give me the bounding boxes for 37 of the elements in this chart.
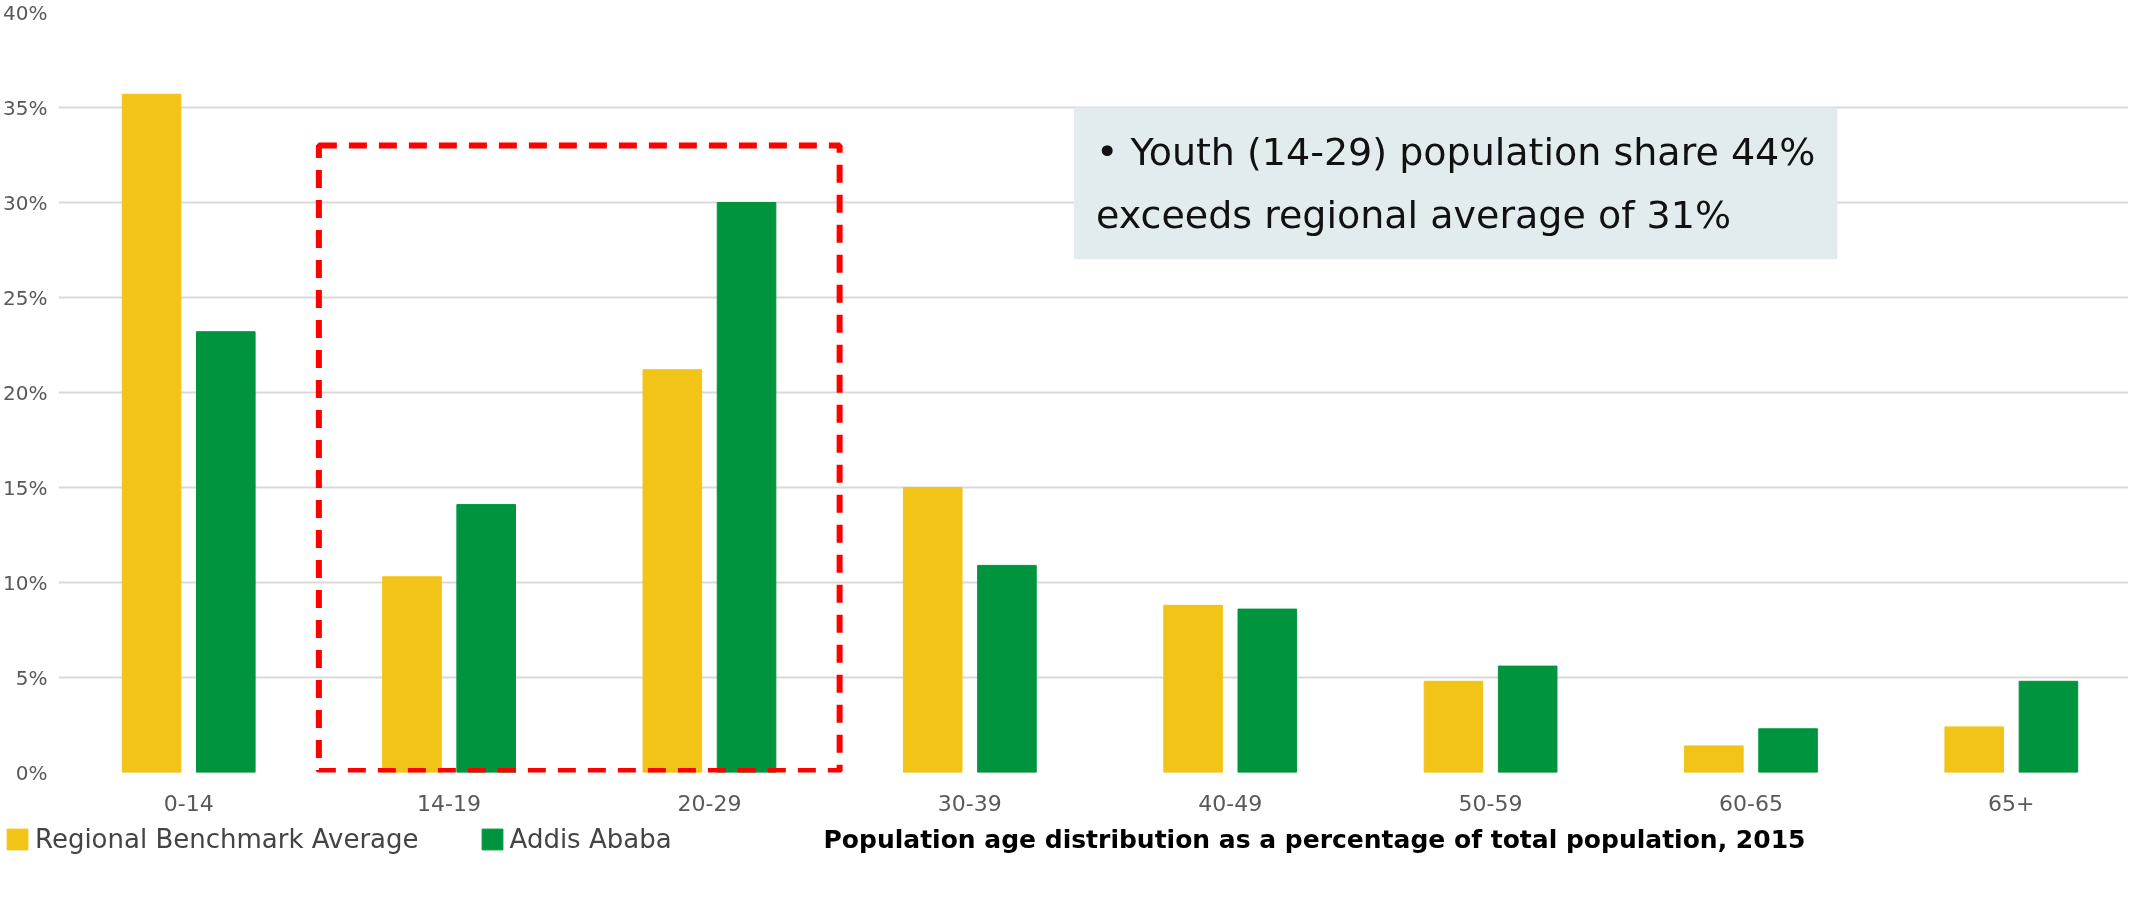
x-tick-label: 30-39 [937, 790, 1002, 816]
y-tick-label: 10% [3, 570, 48, 595]
bar [1423, 680, 1484, 773]
annotation: • Youth (14-29) population share 44% exceeds regional average of 31% [1095, 129, 1816, 238]
legend-label: Addis Ababa [509, 824, 672, 854]
bar [1497, 665, 1558, 773]
x-tick-label: 65+ [1988, 790, 2035, 816]
bar [382, 576, 442, 773]
y-tick-label: 30% [3, 190, 48, 215]
bar [1758, 728, 1818, 773]
bar [1237, 608, 1298, 773]
x-tick-label: 60-65 [1718, 790, 1783, 816]
x-tick-label: 14-19 [417, 790, 482, 816]
bar [456, 504, 516, 773]
x-tick-label: 0-14 [163, 790, 214, 816]
text: Population age distribution as a percentage of total population, 2015 [823, 825, 1806, 854]
legend-label: Regional Benchmark Average [35, 824, 419, 854]
y-tick-label: 25% [3, 285, 48, 310]
bar [977, 564, 1037, 773]
x-tick-label: 50-59 [1458, 790, 1523, 816]
bar [121, 93, 182, 773]
bar [642, 369, 703, 773]
bar [902, 487, 963, 773]
y-tick-label: 35% [3, 95, 48, 120]
y-tick-label: 20% [3, 380, 48, 405]
bar [1944, 726, 2005, 773]
bar [196, 331, 256, 773]
x-tick-label: 20-29 [677, 790, 742, 816]
x-tick-label: 40-49 [1198, 790, 1263, 816]
bar [716, 202, 777, 773]
bar [1163, 604, 1223, 773]
bar [2018, 680, 2079, 773]
y-tick-label: 40% [3, 0, 48, 25]
y-tick-label: 15% [3, 475, 48, 500]
y-tick-label: 5% [15, 665, 48, 690]
y-tick-label: 0% [15, 760, 48, 785]
bar [1684, 745, 1744, 773]
